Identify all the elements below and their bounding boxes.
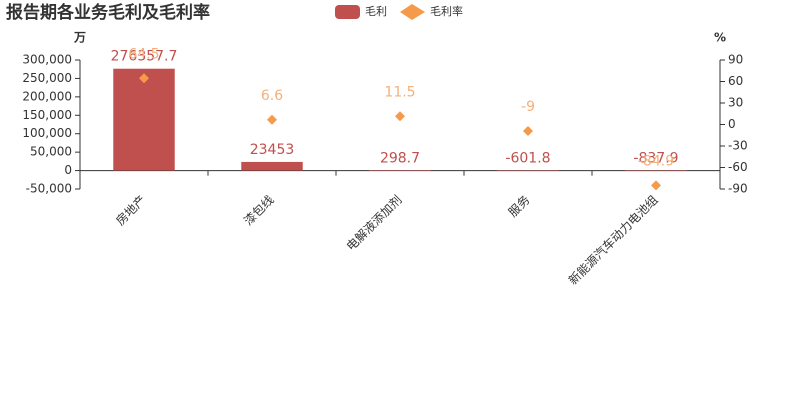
y2-tick-label: 0	[728, 117, 736, 131]
y2-tick-label: 60	[728, 74, 743, 88]
bar	[625, 170, 687, 172]
bar-value-label: 298.7	[380, 150, 420, 166]
y-tick-label: 50,000	[30, 145, 72, 159]
rate-value-label: 11.5	[384, 84, 415, 100]
legend-swatch	[400, 4, 425, 20]
y-tick-label: 0	[64, 163, 72, 177]
chart-title: 报告期各业务毛利及毛利率	[6, 2, 210, 23]
legend-label: 毛利	[365, 5, 387, 18]
rate-value-label: -9	[521, 99, 535, 115]
bar	[113, 68, 175, 171]
bar-value-label: -837.9	[633, 151, 678, 167]
y-tick-label: 300,000	[22, 53, 72, 67]
diamond-marker	[267, 114, 277, 125]
y-tick-label: 250,000	[22, 71, 72, 85]
bar	[369, 170, 431, 171]
x-tick-label: 新能源汽车动力电池组	[565, 192, 660, 287]
y-unit: 万	[73, 31, 86, 45]
legend-swatch	[335, 5, 360, 19]
y2-tick-label: -60	[728, 160, 748, 174]
bar-value-label: 23453	[250, 142, 295, 158]
y2-tick-label: 30	[728, 96, 743, 110]
bar	[497, 170, 559, 172]
rate-value-label: 64.5	[128, 46, 159, 62]
y-tick-label: 100,000	[22, 126, 72, 140]
y-tick-label: 200,000	[22, 89, 72, 103]
rate-value-label: -84.9	[638, 153, 674, 169]
legend-label: 毛利率	[430, 4, 463, 18]
y2-tick-label: -90	[728, 182, 748, 196]
x-tick-label: 房地产	[113, 192, 149, 228]
diamond-marker	[523, 125, 533, 136]
x-tick-label: 电解液添加剂	[343, 192, 405, 254]
x-tick-label: 漆包线	[241, 193, 276, 228]
x-tick-label: 服务	[505, 192, 533, 220]
y2-unit: %	[714, 31, 726, 45]
rate-value-label: 6.6	[261, 88, 283, 104]
y2-tick-label: 90	[728, 53, 743, 67]
diamond-marker	[139, 73, 149, 84]
y-tick-label: 150,000	[22, 108, 72, 122]
bar-value-label: 276357.7	[111, 49, 178, 65]
diamond-marker	[395, 111, 405, 122]
y-tick-label: -50,000	[26, 182, 72, 196]
bar-value-label: -601.8	[505, 151, 550, 167]
y2-tick-label: -30	[728, 139, 748, 153]
bar	[241, 161, 303, 171]
diamond-marker	[651, 180, 661, 191]
